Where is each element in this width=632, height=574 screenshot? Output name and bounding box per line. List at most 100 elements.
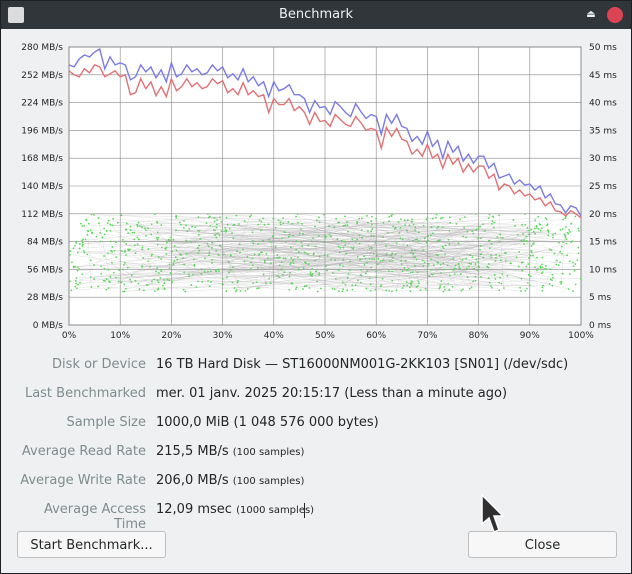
access-time-point (81, 241, 84, 244)
access-time-point (297, 256, 299, 259)
access-time-point (93, 278, 95, 280)
access-time-point (551, 273, 554, 276)
access-time-link (216, 237, 239, 282)
detail-value: 16 TB Hard Disk — ST16000NM001G-2KK103 [… (156, 357, 568, 372)
access-time-link (180, 224, 525, 245)
x-tick-label: 40% (264, 331, 284, 341)
access-time-point (69, 253, 71, 256)
access-time-point (471, 256, 474, 259)
access-time-point (522, 240, 525, 243)
x-tick-label: 60% (366, 331, 386, 341)
access-time-link (157, 219, 564, 245)
access-time-point (559, 228, 562, 231)
access-time-link (125, 252, 305, 289)
detail-value-text: 215,5 MB/s (156, 444, 229, 459)
access-time-point (540, 272, 543, 275)
access-time-link (163, 216, 390, 281)
access-time-point (111, 224, 114, 227)
access-time-point (399, 226, 402, 229)
access-time-point (89, 229, 92, 232)
access-time-point (568, 260, 571, 263)
access-time-link (402, 239, 411, 284)
access-time-point (235, 290, 237, 293)
access-time-point (164, 248, 167, 250)
close-button[interactable]: Close (468, 531, 617, 558)
access-time-link (414, 228, 535, 267)
close-icon[interactable] (607, 7, 623, 23)
access-time-point (155, 220, 158, 223)
detail-value-text: 16 TB Hard Disk — ST16000NM001G-2KK103 [… (156, 357, 569, 372)
access-time-point (344, 283, 347, 286)
access-time-link (314, 226, 439, 256)
y-left-tick-label: 56 MB/s (27, 265, 63, 275)
access-time-link (561, 227, 567, 284)
access-time-point (547, 229, 550, 232)
access-time-point (123, 283, 126, 286)
access-time-link (110, 230, 241, 253)
access-time-point (147, 260, 150, 263)
access-time-point (105, 230, 108, 232)
access-time-link (437, 227, 486, 232)
access-time-point (316, 290, 319, 293)
access-time-point (457, 262, 460, 265)
access-time-point (529, 275, 532, 278)
access-time-point (565, 242, 568, 245)
app-icon[interactable] (8, 7, 24, 23)
access-time-point (524, 289, 527, 292)
access-time-point (221, 277, 224, 280)
access-time-point (489, 285, 492, 287)
access-time-link (128, 232, 480, 250)
access-time-point (322, 213, 325, 216)
access-time-point (391, 213, 394, 216)
access-time-point (391, 270, 393, 273)
access-time-point (536, 256, 538, 259)
access-time-point (534, 266, 536, 269)
access-time-point (141, 265, 144, 267)
access-time-point (358, 234, 361, 237)
start-benchmark-button[interactable]: Start Benchmark... (17, 531, 166, 558)
access-time-point (229, 254, 232, 257)
title-bar[interactable]: Benchmark ⏏ (1, 1, 631, 29)
access-time-point (488, 281, 491, 284)
access-time-point (125, 222, 128, 225)
access-time-point (577, 227, 580, 230)
shade-icon[interactable]: ⏏ (586, 9, 596, 20)
write-rate-line (68, 64, 582, 219)
access-time-point (440, 217, 442, 220)
access-time-point (238, 223, 240, 225)
access-time-point (493, 221, 496, 224)
access-time-link (565, 216, 580, 231)
access-time-link (312, 274, 419, 286)
access-time-point (155, 270, 157, 273)
access-time-link (432, 223, 493, 275)
access-time-link (472, 243, 492, 258)
access-time-point (133, 244, 136, 247)
y-left-tick-label: 140 MB/s (21, 182, 63, 192)
access-time-point (82, 249, 85, 252)
access-time-link (124, 267, 541, 292)
access-time-point (203, 270, 206, 273)
access-time-point (90, 286, 93, 289)
access-time-link (222, 277, 348, 285)
access-time-point (334, 259, 337, 262)
access-time-point (409, 282, 412, 285)
detail-label: Last Benchmarked (24, 386, 146, 401)
access-time-point (163, 282, 166, 284)
access-time-point (417, 240, 420, 243)
access-time-point (158, 272, 160, 275)
access-time-link (112, 222, 180, 226)
access-time-point (86, 229, 89, 232)
access-time-point (103, 267, 106, 270)
access-time-point (229, 269, 232, 272)
access-time-point (224, 226, 227, 229)
access-time-point (539, 266, 542, 269)
access-time-link (403, 264, 459, 286)
detail-value: mer. 01 janv. 2025 20:15:17 (Less than a… (156, 386, 507, 401)
access-time-point (168, 267, 171, 270)
access-time-point (574, 263, 577, 265)
access-time-point (155, 236, 158, 239)
access-time-point (103, 255, 105, 257)
access-time-link (339, 235, 429, 253)
access-time-point (156, 279, 159, 282)
access-time-point (320, 287, 322, 290)
